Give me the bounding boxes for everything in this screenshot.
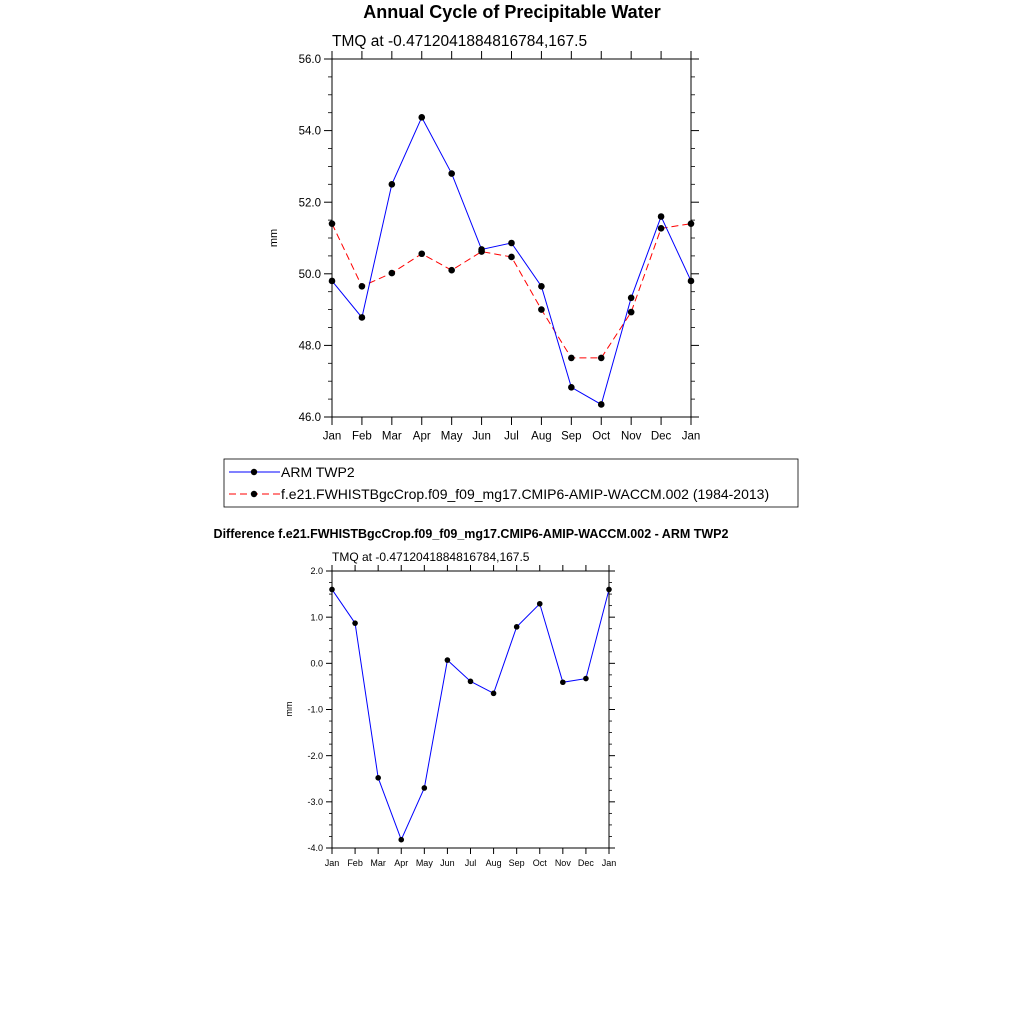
chart2-x-tick-label: Oct [533, 858, 548, 868]
chart-title: Annual Cycle of Precipitable Water [363, 2, 661, 22]
chart1-data-point [418, 250, 426, 258]
chart1-data-point [568, 354, 575, 362]
chart2-y-tick-label: -4.0 [307, 843, 323, 853]
chart2-x-tick-label: Feb [347, 858, 363, 868]
chart1-series [328, 114, 695, 408]
chart1-data-point [538, 306, 545, 313]
difference-chart-title: Difference f.e21.FWHISTBgcCrop.f09_f09_m… [213, 527, 729, 541]
chart2-x-tick-label: Dec [578, 858, 595, 868]
chart1-x-tick-label: May [441, 431, 463, 443]
chart2-y-axis-label: mm [284, 702, 294, 717]
legend-arm-marker [250, 468, 258, 476]
annual-cycle-chart: TMQ at -0.4712041884816784,167.5 mm Jan F… [223, 33, 799, 508]
chart1-data-point [508, 239, 515, 247]
chart1-data-point [657, 225, 665, 232]
legend: ARM TWP2 f.e21.FWHISTBgcCrop.f09_f09_mg1… [223, 458, 799, 508]
chart1-data-point [358, 314, 366, 321]
chart2-series-line [331, 589, 610, 842]
chart1-x-tick-label: Jul [504, 431, 519, 443]
chart2-data-point [352, 620, 358, 626]
chart1-data-point [448, 266, 455, 274]
chart1-y-tick-label: 50.0 [299, 269, 321, 281]
chart2-x-tick-label: Jan [325, 858, 340, 868]
legend-entry-arm: ARM TWP2 [229, 464, 355, 480]
chart2-x-tick-label: Jun [440, 858, 455, 868]
difference-chart: TMQ at -0.4712041884816784,167.5 mm Jan F… [284, 550, 616, 868]
chart1-data-point [388, 181, 396, 188]
chart2-x-tick-label: Jan [602, 858, 617, 868]
chart2-data-point [490, 690, 497, 697]
chart2-x-tick-label: Mar [370, 858, 386, 868]
chart1-x-tick-label: Oct [592, 431, 611, 443]
legend-arm-label: ARM TWP2 [281, 464, 355, 480]
chart2-data-point [560, 679, 566, 686]
chart2-data-point [398, 836, 405, 843]
chart1-data-point [627, 308, 635, 316]
chart1-x-tick-label: Jun [472, 431, 491, 443]
chart2-subtitle: TMQ at -0.4712041884816784,167.5 [332, 550, 530, 564]
chart1-x-tick-label: Mar [382, 431, 402, 443]
chart1-ticks: Jan Feb Mar Apr May Jun Jul Aug Sep Oct Nov Dec Jan4… [299, 51, 701, 443]
chart2-y-tick-label: 2.0 [310, 566, 323, 576]
chart2-x-tick-label: Sep [509, 858, 525, 868]
chart1-x-tick-label: Dec [651, 431, 672, 443]
chart1-y-tick-label: 54.0 [299, 126, 321, 138]
chart1-y-tick-label: 46.0 [299, 412, 321, 424]
chart1-x-tick-label: Aug [531, 431, 551, 443]
chart2-y-tick-label: -1.0 [307, 705, 323, 715]
chart2-ticks: Jan Feb Mar Apr May Jun Jul Aug Sep Oct Nov Dec Jan-… [307, 565, 616, 868]
chart2-y-tick-label: 0.0 [310, 659, 323, 669]
chart2-data-point [583, 675, 589, 682]
chart2-y-tick-label: -3.0 [307, 797, 323, 807]
chart2-y-tick-label: -2.0 [307, 751, 323, 761]
chart1-subtitle: TMQ at -0.4712041884816784,167.5 [332, 33, 587, 50]
chart2-x-tick-label: Aug [486, 858, 502, 868]
chart1-y-tick-label: 48.0 [299, 341, 321, 353]
chart2-data-point [444, 657, 451, 663]
chart2-data-point [536, 600, 543, 607]
chart1-data-point [418, 114, 426, 121]
chart1-y-tick-label: 56.0 [299, 54, 321, 66]
legend-model-label: f.e21.FWHISTBgcCrop.f09_f09_mg17.CMIP6-A… [281, 486, 769, 502]
legend-model-marker [250, 490, 258, 498]
chart2-plot-frame [331, 570, 610, 849]
chart1-x-tick-label: Jan [682, 431, 701, 443]
chart1-data-point [627, 294, 635, 302]
chart1-x-tick-label: Nov [621, 431, 642, 443]
chart2-data-point [467, 678, 474, 685]
chart2-data-point [421, 785, 428, 791]
chart1-data-point [388, 269, 396, 277]
chart1-data-point [448, 170, 455, 177]
chart2-series [329, 586, 612, 843]
chart1-data-point [508, 253, 515, 261]
chart1-data-point [657, 213, 665, 220]
chart2-y-tick-label: 1.0 [310, 612, 323, 622]
chart1-y-tick-label: 52.0 [299, 197, 321, 209]
chart1-data-point [568, 383, 575, 391]
chart1-y-axis-label: mm [268, 229, 280, 247]
chart2-x-tick-label: Jul [465, 858, 477, 868]
chart2-data-point [513, 624, 520, 630]
chart1-series-line [331, 116, 692, 406]
chart1-plot-frame [331, 58, 692, 418]
chart1-data-point [597, 354, 605, 362]
chart1-x-tick-label: Feb [352, 431, 372, 443]
chart1-data-point [538, 283, 545, 290]
legend-entry-model: f.e21.FWHISTBgcCrop.f09_f09_mg17.CMIP6-A… [229, 486, 769, 502]
chart2-data-point [375, 775, 381, 781]
chart2-x-tick-label: Apr [394, 858, 408, 868]
legend-box [223, 458, 799, 508]
chart1-data-point [597, 401, 605, 408]
chart2-x-tick-label: May [416, 858, 434, 868]
chart2-x-tick-label: Nov [555, 858, 572, 868]
chart1-x-tick-label: Sep [561, 431, 581, 443]
chart1-x-tick-label: Jan [323, 431, 342, 443]
chart1-x-tick-label: Apr [413, 431, 431, 443]
chart1-data-point [358, 283, 366, 290]
chart1-data-point [478, 248, 485, 255]
